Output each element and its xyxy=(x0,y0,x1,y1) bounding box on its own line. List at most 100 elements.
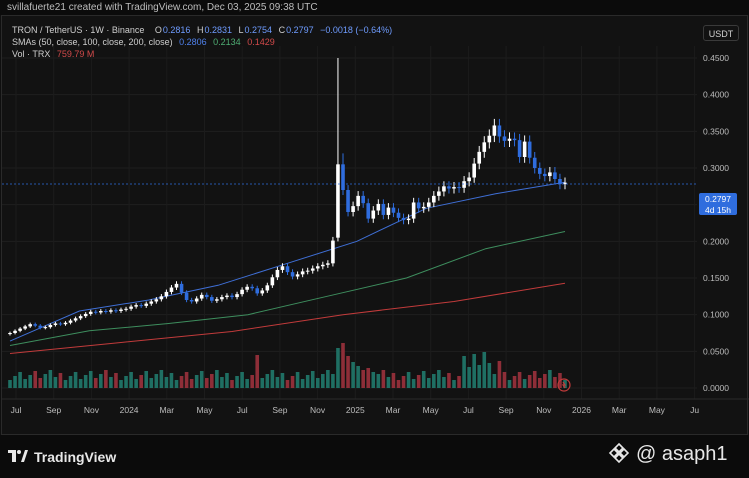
footer-bar: TradingView @ asaph1 xyxy=(0,435,749,478)
volume-bar xyxy=(124,376,128,388)
volume-bar xyxy=(270,370,275,388)
candle-body xyxy=(563,182,567,185)
volume-bar xyxy=(305,375,310,388)
price-tick: 0.1000 xyxy=(703,310,729,320)
candle-body xyxy=(124,308,128,310)
candle-body xyxy=(104,311,108,312)
volume-bar xyxy=(315,378,320,388)
candle-body xyxy=(401,217,406,221)
candle-body xyxy=(154,299,159,302)
tradingview-wordmark: TradingView xyxy=(34,449,117,465)
volume-bar xyxy=(512,376,517,388)
candle-body xyxy=(472,163,476,178)
volume-bar xyxy=(492,374,497,388)
candle-body xyxy=(199,294,204,299)
sma200-value: 0.1429 xyxy=(247,37,275,47)
candle-body xyxy=(240,289,244,295)
volume-bar xyxy=(250,375,254,388)
candle-body xyxy=(512,138,517,141)
volume-bar xyxy=(411,379,416,388)
time-axis-ticks: Jul Sep Nov 2024 Mar May Jul Sep Nov 2025 Mar May Ju… xyxy=(11,405,700,415)
volume-bar xyxy=(144,371,149,388)
volume-bar xyxy=(391,373,396,388)
legend-row-volume[interactable]: Vol · TRX 759.79 M xyxy=(12,49,94,59)
volume-bar xyxy=(189,379,194,388)
sma-indicator-label[interactable]: SMAs (50, close, 100, close, 200, close) xyxy=(12,37,173,47)
volume-indicator-label[interactable]: Vol · TRX xyxy=(12,49,51,59)
volume-bar xyxy=(457,376,461,388)
volume-bar xyxy=(164,377,169,388)
currency-button[interactable]: USDT xyxy=(703,25,739,41)
volume-bar xyxy=(326,370,330,388)
volume-bar xyxy=(290,376,295,388)
volume-bar xyxy=(134,379,138,388)
volume-bar xyxy=(68,376,73,388)
volume-bar xyxy=(63,380,68,388)
candle-body xyxy=(295,274,300,277)
volume-bar xyxy=(421,371,426,388)
time-tick: Nov xyxy=(84,405,100,415)
candle-body xyxy=(477,151,482,164)
volume-bar xyxy=(381,370,386,388)
legend-row-symbol[interactable]: TRON / TetherUS · 1W · Binance O0.2816 H… xyxy=(12,25,392,35)
chart-canvas[interactable]: 0.45000.40000.35000.30000.25000.20000.15… xyxy=(2,16,749,436)
volume-bar xyxy=(437,370,441,388)
candle-body xyxy=(346,190,350,212)
candle-body xyxy=(361,195,365,204)
volume-bar xyxy=(406,372,411,388)
volume-bar xyxy=(371,372,376,388)
candle-body xyxy=(184,292,189,300)
candle-body xyxy=(159,296,164,300)
candle-body xyxy=(215,299,219,301)
symbol-title[interactable]: TRON / TetherUS · 1W · Binance xyxy=(12,25,145,35)
candle-body xyxy=(396,212,401,218)
chart-panel[interactable]: 0.45000.40000.35000.30000.25000.20000.15… xyxy=(1,15,749,436)
c-label: C xyxy=(278,25,286,35)
last-price-tag: 0.2797 4d 15h xyxy=(699,193,737,215)
candle-body xyxy=(548,172,552,177)
candle-body xyxy=(43,327,48,329)
candle-body xyxy=(78,316,83,319)
time-tick: May xyxy=(196,405,213,415)
volume-value: 759.79 M xyxy=(56,49,95,59)
volume-bar xyxy=(43,374,48,388)
volume-bar xyxy=(346,356,350,388)
legend-row-sma[interactable]: SMAs (50, close, 100, close, 200, close)… xyxy=(12,37,275,47)
time-tick: 2025 xyxy=(346,405,365,415)
volume-bar xyxy=(487,363,492,388)
candle-body xyxy=(280,266,285,270)
candle-body xyxy=(134,305,138,307)
candle-body xyxy=(497,125,502,137)
candle-body xyxy=(321,264,325,267)
volume-bar xyxy=(53,377,58,388)
candle-body xyxy=(457,187,461,189)
candle-body xyxy=(99,311,103,313)
reload-icon xyxy=(557,378,571,392)
candle-body xyxy=(179,283,184,293)
time-tick: Jul xyxy=(463,405,474,415)
volume-bar xyxy=(18,372,22,388)
candle-body xyxy=(225,295,229,298)
candle-body xyxy=(88,311,93,314)
candle-body xyxy=(109,310,113,312)
price-tick: 0.2000 xyxy=(703,236,729,246)
candle-body xyxy=(406,218,411,221)
candle-body xyxy=(189,300,194,302)
volume-bar xyxy=(114,373,118,388)
volume-bar xyxy=(522,379,527,388)
candle-body xyxy=(194,298,199,302)
candle-body xyxy=(255,288,260,294)
candle-body xyxy=(527,141,532,158)
candle-body xyxy=(411,202,416,219)
time-tick: Sep xyxy=(272,405,287,415)
volume-bar xyxy=(88,371,93,388)
candle-body xyxy=(537,168,542,174)
volume-bar xyxy=(33,371,38,388)
sma100-line xyxy=(9,231,566,346)
candle-body xyxy=(18,328,22,331)
watermark-text: @ asaph1 xyxy=(636,443,728,465)
volume-bar xyxy=(210,374,214,388)
volume-bar xyxy=(83,375,88,388)
sma100-value: 0.2134 xyxy=(213,37,241,47)
candle-body xyxy=(437,191,441,196)
